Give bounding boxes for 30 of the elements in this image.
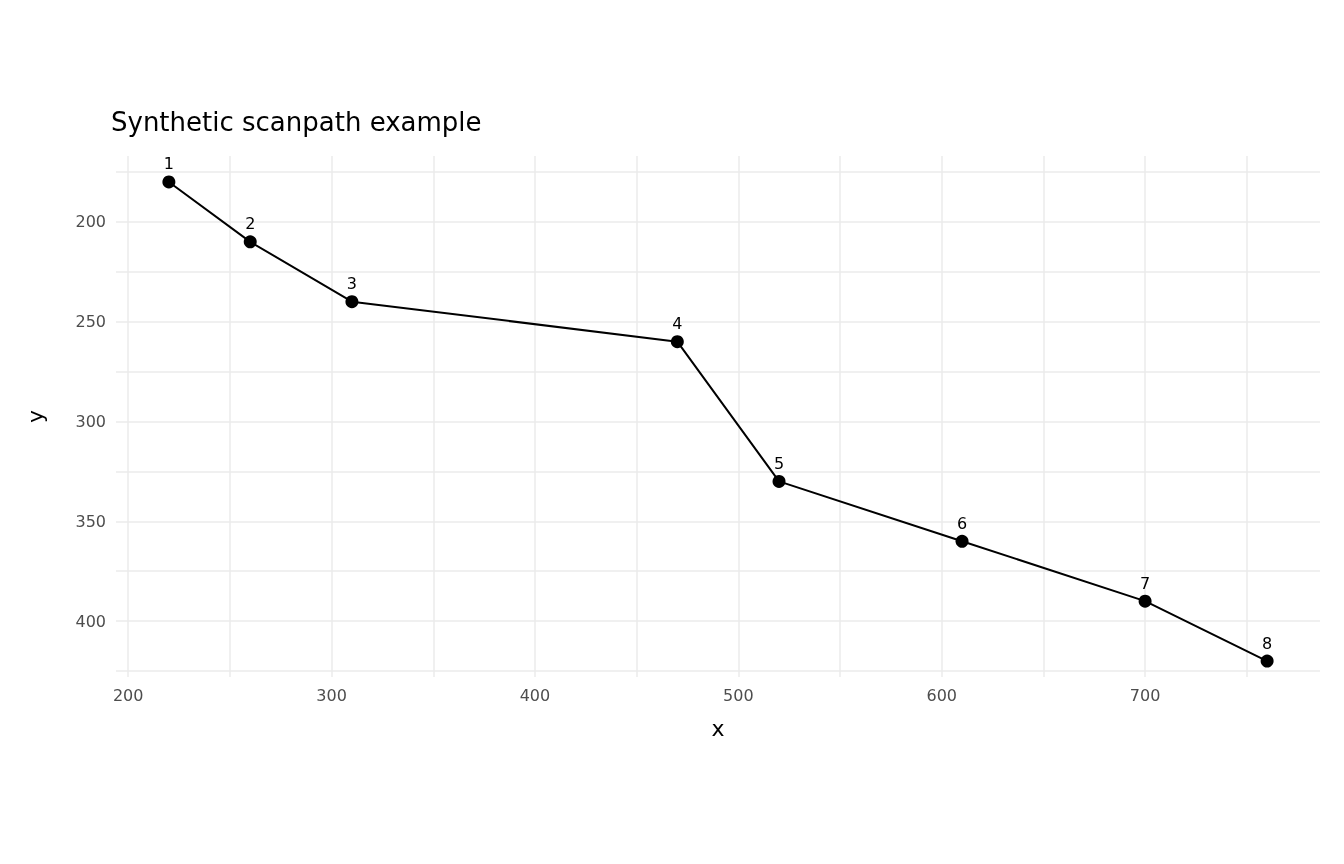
y-tick-label: 250 (75, 312, 106, 332)
x-tick-label: 500 (723, 685, 754, 705)
x-tick-label: 300 (316, 685, 347, 705)
annotation: 8 (1262, 633, 1273, 653)
y-tick-label: 350 (75, 511, 106, 531)
point (670, 335, 684, 349)
point (162, 175, 176, 189)
y-tick-label: 300 (75, 411, 106, 431)
annotation: 3 (346, 274, 358, 294)
y-axis-title: y (22, 409, 48, 424)
annotation: 1 (163, 154, 174, 174)
point (345, 295, 359, 309)
point (1138, 594, 1152, 608)
x-tick-label: 200 (112, 685, 144, 705)
x-axis-title: x (711, 715, 725, 741)
annotation: 5 (773, 453, 785, 473)
point (1260, 654, 1274, 668)
point (243, 235, 257, 249)
y-tick-label: 400 (75, 611, 106, 631)
annotation: 7 (1140, 573, 1151, 593)
point (955, 534, 969, 548)
x-tick-label: 600 (926, 685, 957, 705)
annotation: 2 (245, 214, 256, 234)
chart-title: Synthetic scanpath example (111, 107, 482, 137)
annotation: 4 (672, 314, 683, 334)
x-tick-label: 700 (1129, 685, 1161, 705)
x-tick-label: 400 (519, 685, 551, 705)
annotation: 6 (956, 513, 968, 533)
y-tick-label: 200 (75, 212, 106, 232)
point (772, 474, 786, 488)
